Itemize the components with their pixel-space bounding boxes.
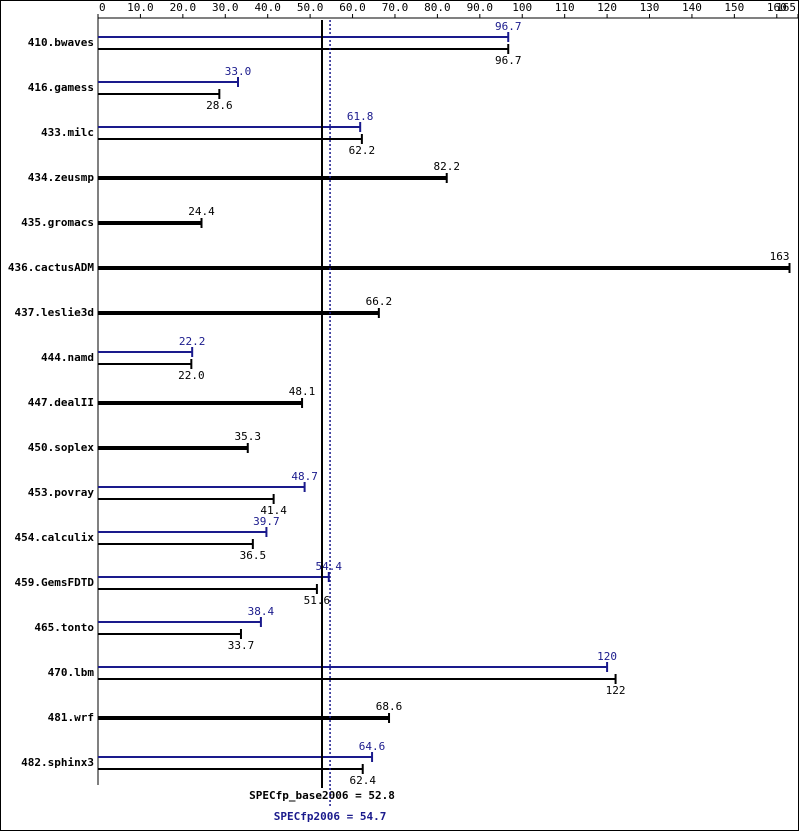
value-label: 24.4 bbox=[188, 205, 215, 218]
x-tick-label: 20.0 bbox=[170, 1, 197, 14]
value-label: 36.5 bbox=[240, 549, 267, 562]
x-tick-label: 100 bbox=[512, 1, 532, 14]
value-label: 33.0 bbox=[225, 65, 252, 78]
value-label: 35.3 bbox=[235, 430, 262, 443]
x-tick-label: 90.0 bbox=[467, 1, 494, 14]
x-tick-label: 30.0 bbox=[212, 1, 239, 14]
value-label: 41.4 bbox=[260, 504, 287, 517]
category-label: 465.tonto bbox=[34, 621, 94, 634]
x-tick-label: 0 bbox=[99, 1, 106, 14]
value-label: 54.4 bbox=[316, 560, 343, 573]
value-label: 48.1 bbox=[289, 385, 316, 398]
category-label: 433.milc bbox=[41, 126, 94, 139]
value-label: 48.7 bbox=[291, 470, 318, 483]
category-label: 450.soplex bbox=[28, 441, 95, 454]
value-label: 82.2 bbox=[433, 160, 460, 173]
value-label: 62.2 bbox=[349, 144, 376, 157]
value-label: 38.4 bbox=[248, 605, 275, 618]
value-label: 96.7 bbox=[495, 54, 522, 67]
x-tick-label: 140 bbox=[682, 1, 702, 14]
value-label: 61.8 bbox=[347, 110, 374, 123]
value-label: 66.2 bbox=[366, 295, 393, 308]
category-label: 444.namd bbox=[41, 351, 94, 364]
value-label: 122 bbox=[606, 684, 626, 697]
x-tick-label: 160 bbox=[767, 1, 787, 14]
category-label: 436.cactusADM bbox=[8, 261, 94, 274]
category-label: 447.dealII bbox=[28, 396, 94, 409]
category-label: 435.gromacs bbox=[21, 216, 94, 229]
category-label: 459.GemsFDTD bbox=[15, 576, 95, 589]
x-tick-label: 70.0 bbox=[382, 1, 409, 14]
x-tick-label: 50.0 bbox=[297, 1, 324, 14]
category-label: 416.gamess bbox=[28, 81, 94, 94]
reference-label: SPECfp_base2006 = 52.8 bbox=[249, 789, 395, 802]
category-label: 453.povray bbox=[28, 486, 95, 499]
value-label: 68.6 bbox=[376, 700, 403, 713]
x-tick-label: 40.0 bbox=[254, 1, 281, 14]
category-label: 482.sphinx3 bbox=[21, 756, 94, 769]
value-label: 64.6 bbox=[359, 740, 386, 753]
x-tick-label: 130 bbox=[640, 1, 660, 14]
category-label: 454.calculix bbox=[15, 531, 95, 544]
value-label: 22.0 bbox=[178, 369, 205, 382]
value-label: 120 bbox=[597, 650, 617, 663]
value-label: 33.7 bbox=[228, 639, 255, 652]
x-tick-label: 60.0 bbox=[339, 1, 366, 14]
value-label: 62.4 bbox=[349, 774, 376, 787]
x-tick-label: 150 bbox=[724, 1, 744, 14]
x-tick-label: 165 bbox=[776, 1, 796, 14]
x-tick-label: 80.0 bbox=[424, 1, 451, 14]
value-label: 96.7 bbox=[495, 20, 522, 33]
value-label: 51.6 bbox=[304, 594, 331, 607]
value-label: 28.6 bbox=[206, 99, 233, 112]
value-label: 22.2 bbox=[179, 335, 206, 348]
category-label: 470.lbm bbox=[48, 666, 95, 679]
value-label: 39.7 bbox=[253, 515, 280, 528]
value-label: 163 bbox=[770, 250, 790, 263]
x-tick-label: 10.0 bbox=[127, 1, 154, 14]
x-tick-label: 120 bbox=[597, 1, 617, 14]
category-label: 434.zeusmp bbox=[28, 171, 95, 184]
category-label: 437.leslie3d bbox=[15, 306, 94, 319]
category-label: 410.bwaves bbox=[28, 36, 94, 49]
reference-label: SPECfp2006 = 54.7 bbox=[274, 810, 387, 823]
x-tick-label: 110 bbox=[555, 1, 575, 14]
category-label: 481.wrf bbox=[48, 711, 94, 724]
